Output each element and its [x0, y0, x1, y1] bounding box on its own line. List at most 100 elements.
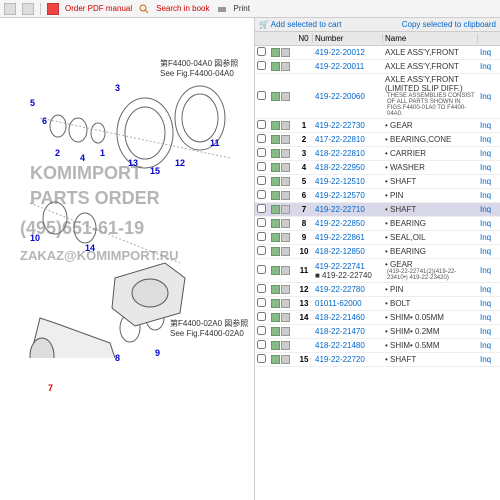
pdf-icon[interactable]	[47, 3, 59, 15]
table-row[interactable]: 11419-22-22741■ 419-22-22740• GEAR(419-2…	[255, 259, 500, 283]
row-inquire[interactable]: Inq	[478, 298, 500, 309]
row-checkbox[interactable]	[257, 340, 266, 349]
row-icon-2[interactable]	[281, 121, 290, 130]
row-inquire[interactable]: Inq	[478, 120, 500, 131]
row-icon-2[interactable]	[281, 247, 290, 256]
row-number[interactable]: 419-22-20011	[313, 61, 383, 72]
row-icon[interactable]	[271, 177, 280, 186]
table-row[interactable]: 6419-22-12570• PINInq	[255, 189, 500, 203]
th-number[interactable]: Number	[313, 34, 383, 43]
row-icon-2[interactable]	[281, 285, 290, 294]
print-icon[interactable]	[216, 3, 228, 15]
row-icon-2[interactable]	[281, 191, 290, 200]
row-number[interactable]: 419-22-20060	[313, 91, 383, 102]
row-number[interactable]: 419-22-22850	[313, 218, 383, 229]
row-checkbox[interactable]	[257, 91, 266, 100]
row-checkbox[interactable]	[257, 284, 266, 293]
row-icon-2[interactable]	[281, 299, 290, 308]
row-checkbox[interactable]	[257, 47, 266, 56]
row-inquire[interactable]: Inq	[478, 246, 500, 257]
table-row[interactable]: 14418-22-21460• SHIM• 0.05MMInq	[255, 311, 500, 325]
row-number[interactable]: 419-22-12510	[313, 176, 383, 187]
row-icon[interactable]	[271, 247, 280, 256]
row-icon-2[interactable]	[281, 355, 290, 364]
table-row[interactable]: 4418-22-22950• WASHERInq	[255, 161, 500, 175]
th-name[interactable]: Name	[383, 34, 478, 43]
table-row[interactable]: 2417-22-22810• BEARING,CONEInq	[255, 133, 500, 147]
row-icon[interactable]	[271, 149, 280, 158]
row-inquire[interactable]: Inq	[478, 134, 500, 145]
row-icon-2[interactable]	[281, 163, 290, 172]
print-link[interactable]: Print	[234, 4, 250, 13]
row-inquire[interactable]: Inq	[478, 91, 500, 102]
table-row[interactable]: 10418-22-12850• BEARINGInq	[255, 245, 500, 259]
row-icon-2[interactable]	[281, 149, 290, 158]
row-checkbox[interactable]	[257, 232, 266, 241]
row-checkbox[interactable]	[257, 326, 266, 335]
table-row[interactable]: 419-22-20012AXLE ASS'Y,FRONTInq	[255, 46, 500, 60]
row-inquire[interactable]: Inq	[478, 148, 500, 159]
row-icon[interactable]	[271, 233, 280, 242]
table-row[interactable]: 1419-22-22730• GEARInq	[255, 119, 500, 133]
row-inquire[interactable]: Inq	[478, 340, 500, 351]
row-number[interactable]: 417-22-22810	[313, 134, 383, 145]
row-number[interactable]: 419-22-22741■ 419-22-22740	[313, 261, 383, 281]
row-icon[interactable]	[271, 266, 280, 275]
table-row[interactable]: 418-22-21480• SHIM• 0.5MMInq	[255, 339, 500, 353]
row-inquire[interactable]: Inq	[478, 354, 500, 365]
row-icon-2[interactable]	[281, 48, 290, 57]
row-icon[interactable]	[271, 327, 280, 336]
table-row[interactable]: 15419-22-22720• SHAFTInq	[255, 353, 500, 367]
row-checkbox[interactable]	[257, 61, 266, 70]
row-icon-2[interactable]	[281, 205, 290, 214]
row-checkbox[interactable]	[257, 134, 266, 143]
table-row[interactable]: 1301011-62000• BOLTInq	[255, 297, 500, 311]
table-row[interactable]: 418-22-21470• SHIM• 0.2MMInq	[255, 325, 500, 339]
row-number[interactable]: 419-22-22730	[313, 120, 383, 131]
row-number[interactable]: 419-22-20012	[313, 47, 383, 58]
row-number[interactable]: 418-22-21460	[313, 312, 383, 323]
row-inquire[interactable]: Inq	[478, 204, 500, 215]
row-inquire[interactable]: Inq	[478, 326, 500, 337]
row-number[interactable]: 418-22-22810	[313, 148, 383, 159]
table-row[interactable]: 8419-22-22850• BEARINGInq	[255, 217, 500, 231]
row-icon-2[interactable]	[281, 266, 290, 275]
row-icon[interactable]	[271, 135, 280, 144]
row-icon[interactable]	[271, 299, 280, 308]
row-icon[interactable]	[271, 285, 280, 294]
row-number[interactable]: 418-22-12850	[313, 246, 383, 257]
row-icon[interactable]	[271, 313, 280, 322]
row-inquire[interactable]: Inq	[478, 47, 500, 58]
row-icon[interactable]	[271, 341, 280, 350]
row-checkbox[interactable]	[257, 148, 266, 157]
row-number[interactable]: 419-22-22780	[313, 284, 383, 295]
row-checkbox[interactable]	[257, 354, 266, 363]
table-row[interactable]: 12419-22-22780• PINInq	[255, 283, 500, 297]
row-inquire[interactable]: Inq	[478, 265, 500, 276]
row-inquire[interactable]: Inq	[478, 218, 500, 229]
row-icon[interactable]	[271, 191, 280, 200]
row-inquire[interactable]: Inq	[478, 232, 500, 243]
row-icon[interactable]	[271, 48, 280, 57]
nav-icon[interactable]	[4, 3, 16, 15]
table-row[interactable]: 419-22-20011AXLE ASS'Y,FRONTInq	[255, 60, 500, 74]
nav-icon-2[interactable]	[22, 3, 34, 15]
table-row[interactable]: 9419-22-22861• SEAL,OILInq	[255, 231, 500, 245]
row-checkbox[interactable]	[257, 176, 266, 185]
row-number[interactable]: 418-22-21480	[313, 340, 383, 351]
row-icon[interactable]	[271, 121, 280, 130]
row-inquire[interactable]: Inq	[478, 284, 500, 295]
row-icon-2[interactable]	[281, 177, 290, 186]
row-icon-2[interactable]	[281, 313, 290, 322]
search-link[interactable]: Search in book	[156, 4, 209, 13]
row-icon[interactable]	[271, 62, 280, 71]
row-inquire[interactable]: Inq	[478, 190, 500, 201]
row-icon-2[interactable]	[281, 233, 290, 242]
row-number[interactable]: 419-22-22710	[313, 204, 383, 215]
row-icon-2[interactable]	[281, 135, 290, 144]
row-icon[interactable]	[271, 163, 280, 172]
row-inquire[interactable]: Inq	[478, 176, 500, 187]
row-checkbox[interactable]	[257, 120, 266, 129]
add-cart-link[interactable]: Add selected to cart	[271, 20, 342, 29]
row-icon-2[interactable]	[281, 62, 290, 71]
